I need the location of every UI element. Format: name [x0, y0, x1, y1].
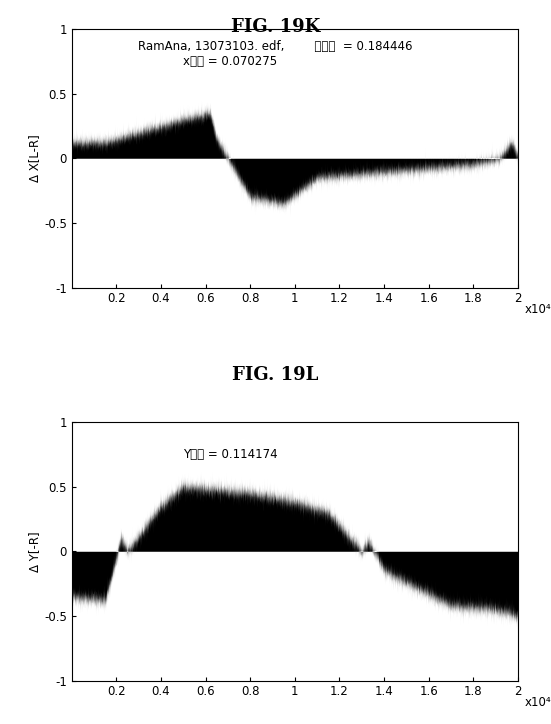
- Text: Y分散 = 0.114174: Y分散 = 0.114174: [183, 448, 278, 461]
- Text: RamAna, 13073103. edf,        全分散  = 0.184446: RamAna, 13073103. edf, 全分散 = 0.184446: [138, 40, 413, 53]
- Y-axis label: Δ Y[-R]: Δ Y[-R]: [28, 531, 41, 571]
- Text: FIG. 19K: FIG. 19K: [231, 18, 320, 36]
- Text: x10⁴: x10⁴: [525, 303, 551, 316]
- Text: FIG. 19L: FIG. 19L: [233, 366, 318, 384]
- Text: x10⁴: x10⁴: [525, 696, 551, 709]
- Y-axis label: Δ X[L-R]: Δ X[L-R]: [28, 135, 41, 182]
- Text: x分散 = 0.070275: x分散 = 0.070275: [183, 55, 277, 68]
